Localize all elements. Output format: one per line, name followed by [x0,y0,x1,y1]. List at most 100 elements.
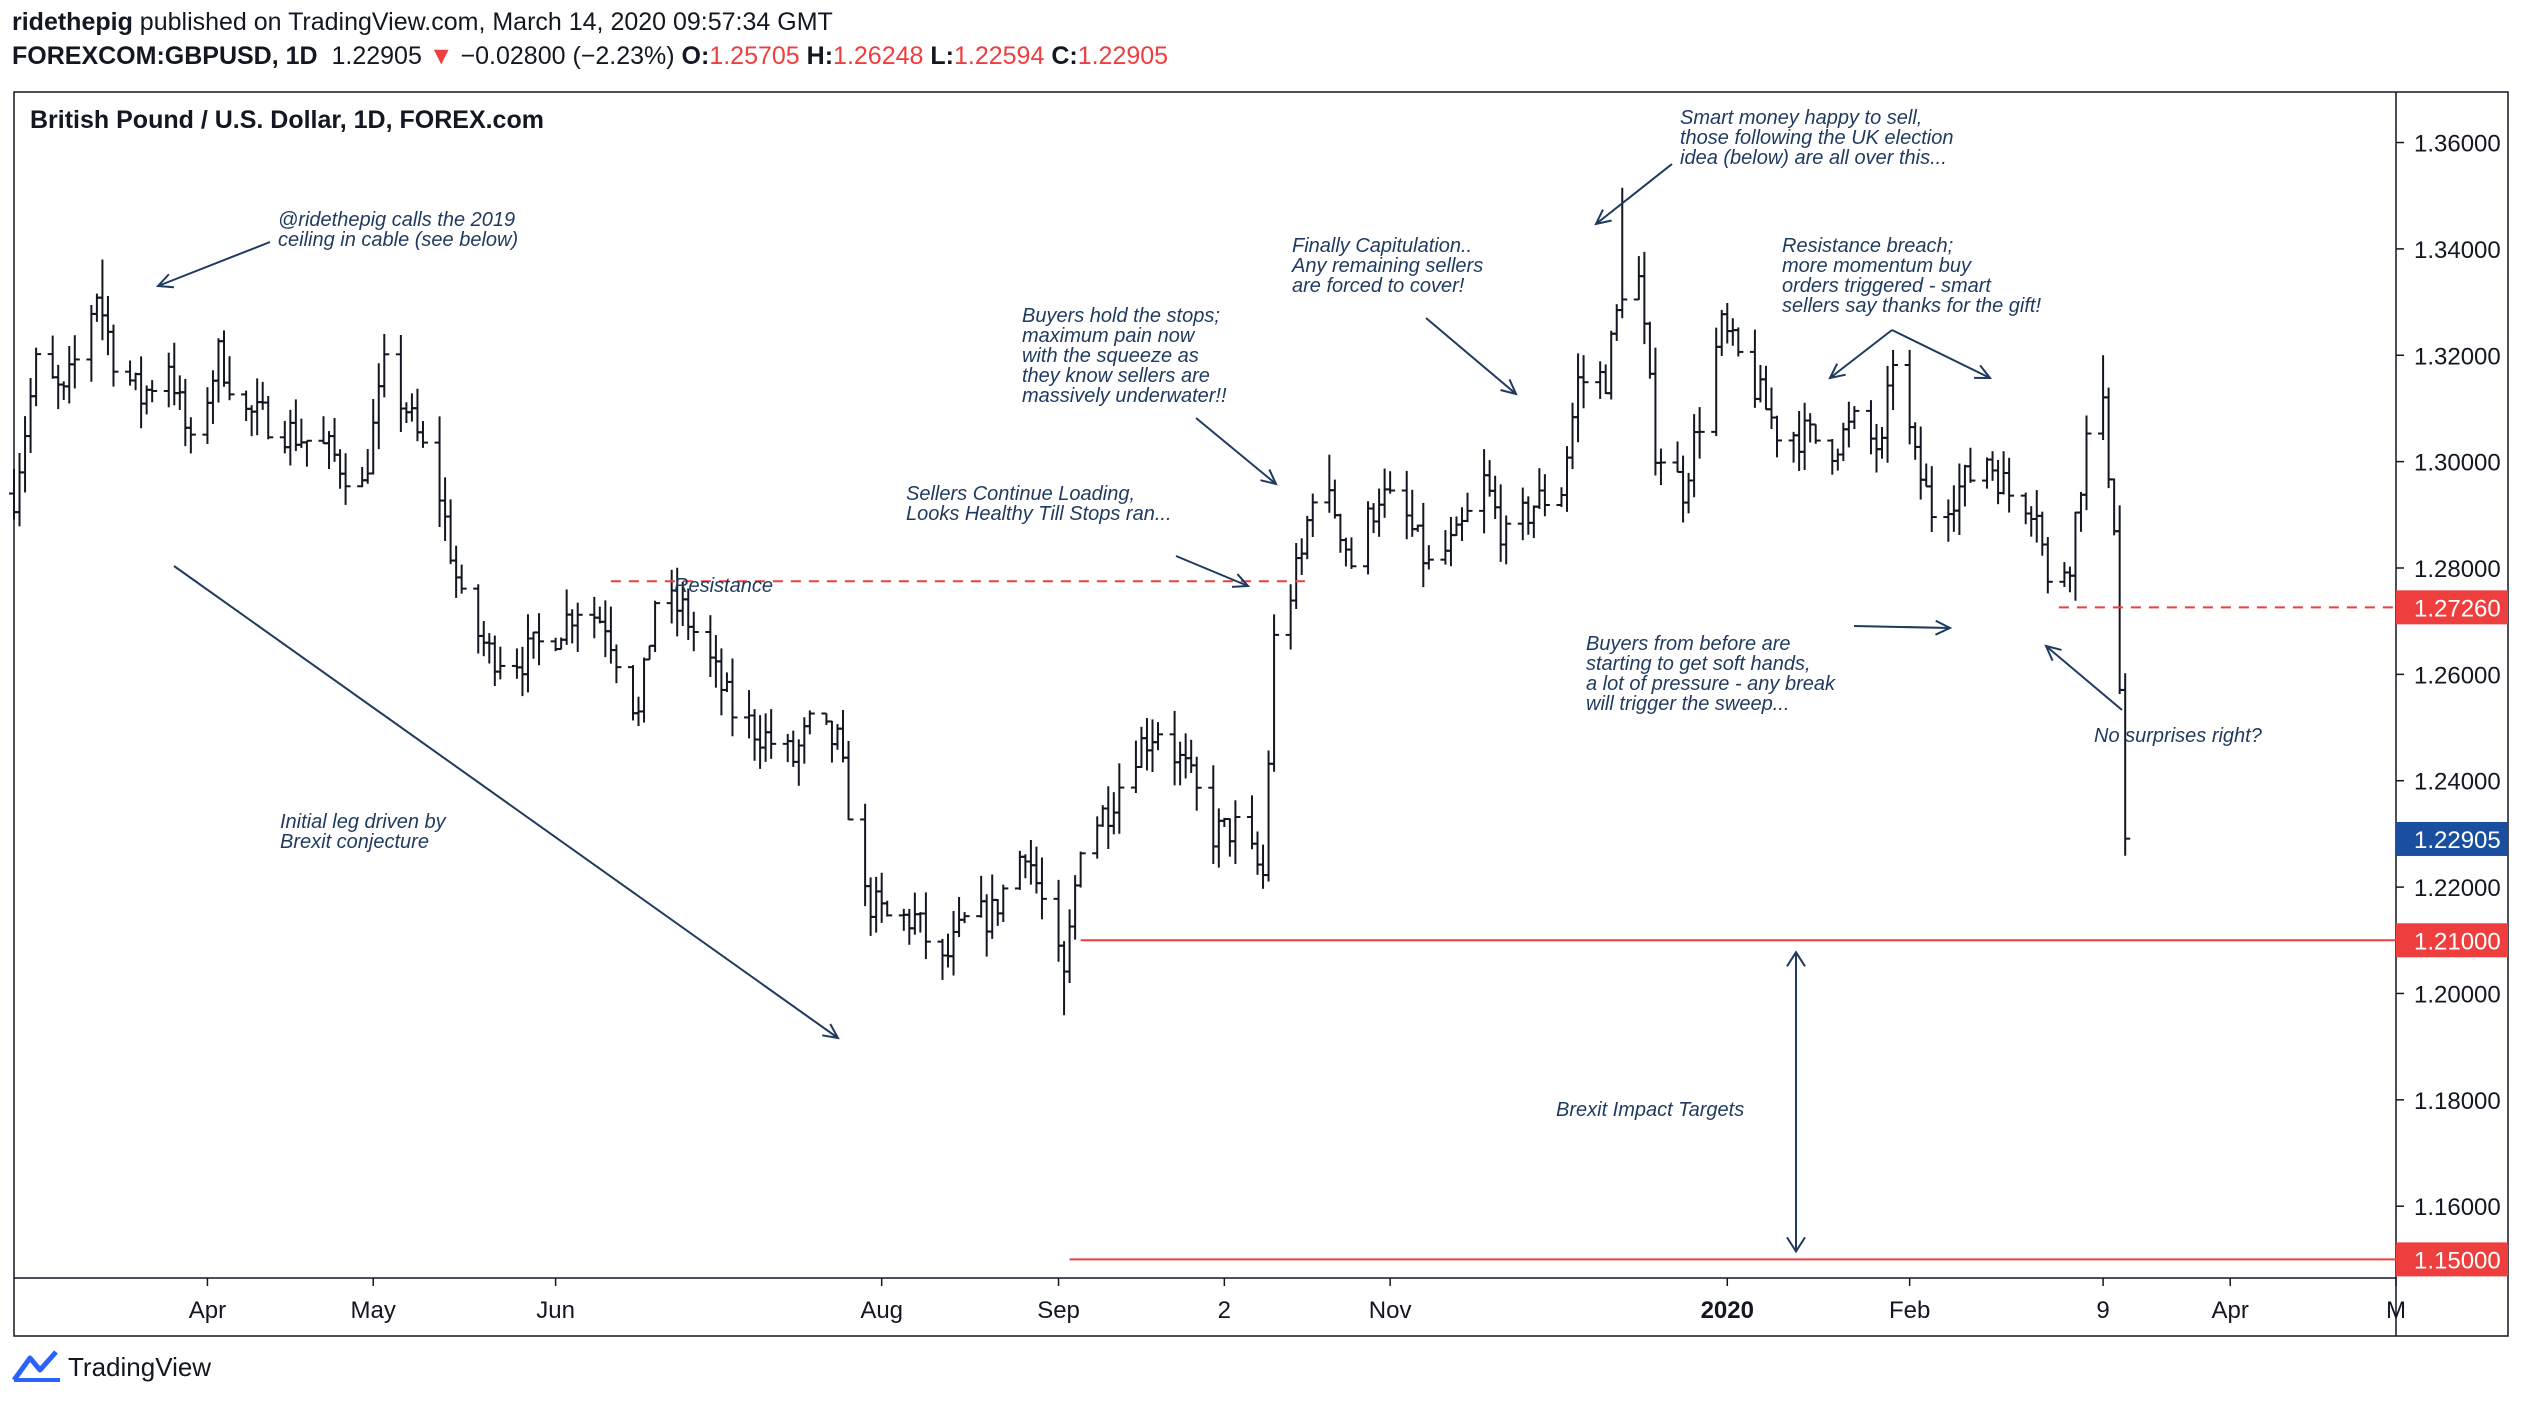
ohlc-bar [943,933,954,968]
ohlc-bar [1959,464,1970,507]
ohlc-bar [1567,402,1578,470]
high-value: 1.26248 [833,42,924,70]
ohlc-bar [860,803,871,907]
ohlc-bar [246,405,257,437]
ohlc-bar [1578,355,1589,409]
ohlc-bar [1716,309,1727,357]
ohlc-bar [130,372,141,391]
ohlc-bar [1379,468,1390,518]
note-sellers-loading-line: Looks Healthy Till Stops ran... [906,503,1172,525]
ohlc-bar [489,635,500,687]
ohlc-bar [440,477,451,541]
targets-arrow-head-top [1786,950,1806,967]
ohlc-bar [871,876,882,933]
ohlc-bar [69,335,80,389]
x-tick-label: Sep [1037,1297,1080,1324]
ohlc-bar [1208,765,1219,864]
note-smart-money-line: idea (below) are all over this... [1680,147,1947,169]
ohlc-bar [1103,786,1114,849]
ohlc-bar [1655,448,1666,486]
ohlc-bar [644,644,655,661]
last-price-badge-label: 1.22905 [2414,827,2501,854]
ohlc-bar [898,908,909,931]
ohlc-bar [572,602,583,652]
author-name[interactable]: ridethepig [12,8,133,36]
ohlc-bar [1385,471,1396,494]
ohlc-bar [395,334,406,432]
ohlc-bar [1832,448,1843,471]
footer-brand[interactable]: TradingView [12,1350,211,1384]
note-buyers-hold-line: they know sellers are [1022,365,1210,387]
arrow-breach-left-shaft [1829,329,1893,379]
ohlc-bar [1335,513,1346,553]
ohlc-bar [882,900,893,917]
ohlc-bar [53,364,64,410]
ohlc-bar [484,633,495,664]
high-label: H: [806,42,834,70]
ohlc-bar [1556,487,1567,507]
ohlc-bar [47,335,58,379]
ohlc-bar [1296,538,1307,575]
arrow-buyers-hold-shaft [1195,417,1277,485]
ohlc-bar [1368,503,1379,534]
ohlc-bar [335,449,346,489]
arrow-initial-leg-head [822,1023,840,1040]
ohlc-bar [224,356,235,401]
ohlc-bar [1180,733,1191,779]
ohlc-bar [1915,426,1926,500]
x-tick-label: M [2386,1297,2406,1324]
chart-title: British Pound / U.S. Dollar, 1D, FOREX.c… [30,106,544,134]
ohlc-bar [1733,327,1744,357]
ohlc-bar [1954,463,1965,536]
x-tick-label: 2020 [1701,1297,1754,1324]
note-soft-hands-line: will trigger the sweep... [1586,693,1789,715]
ohlc-bar [876,872,887,923]
ohlc-bar [290,399,301,452]
ohlc-bar [605,606,616,664]
ohlc-bar [1617,187,1628,319]
ohlc-bar [1186,739,1197,773]
ohlc-bar [434,416,445,527]
ohlc-bar [2064,566,2075,593]
price-chart[interactable]: British Pound / U.S. Dollar, 1D, FOREX.c… [0,0,2522,1340]
ohlc-bar [639,657,650,723]
ohlc-bar [1683,472,1694,514]
ohlc-bar [1191,756,1202,811]
y-tick-label: 1.34000 [2414,237,2501,264]
publish-info: published on TradingView.com, March 14, … [139,8,833,36]
ohlc-bar [688,611,699,652]
ohlc-bar [904,908,915,945]
y-tick-label: 1.24000 [2414,769,2501,796]
ohlc-bar [102,295,113,356]
ohlc-bar [296,418,307,448]
ohlc-bar [25,378,36,453]
note-capitulation-line: are forced to cover! [1292,275,1465,297]
close-label: C: [1051,42,1078,70]
ohlc-bar [1418,502,1429,588]
targets-arrow-head-bottom [1786,1236,1806,1254]
symbol-name[interactable]: FOREXCOM:GBPUSD, 1D [12,42,318,70]
tradingview-logo-icon [12,1350,60,1382]
ohlc-bar [1904,349,1915,445]
ohlc-bar [64,346,75,404]
ohlc-bar [20,416,31,493]
ohlc-bar [1285,584,1296,650]
ohlc-bar [760,713,771,762]
ohlc-bar [1517,487,1528,541]
ohlc-bar [1025,840,1036,885]
ohlc-bar [279,420,290,454]
ohlc-bar [528,631,539,659]
ohlc-bar [1788,431,1799,463]
ohlc-bar [1346,537,1357,569]
ohlc-bar [826,720,837,763]
arrow-breach-left-head [1828,363,1846,380]
ohlc-bar [1230,800,1241,864]
level-121000-badge [2396,923,2508,958]
arrow-ceiling-shaft [157,241,271,287]
note-capitulation-line: Finally Capitulation.. [1292,235,1472,257]
publish-line: ridethepig published on TradingView.com,… [12,8,833,37]
ohlc-bar [1340,537,1351,567]
ohlc-bar [1982,457,1993,489]
ohlc-bar [180,378,191,447]
ohlc-bar [445,499,456,565]
